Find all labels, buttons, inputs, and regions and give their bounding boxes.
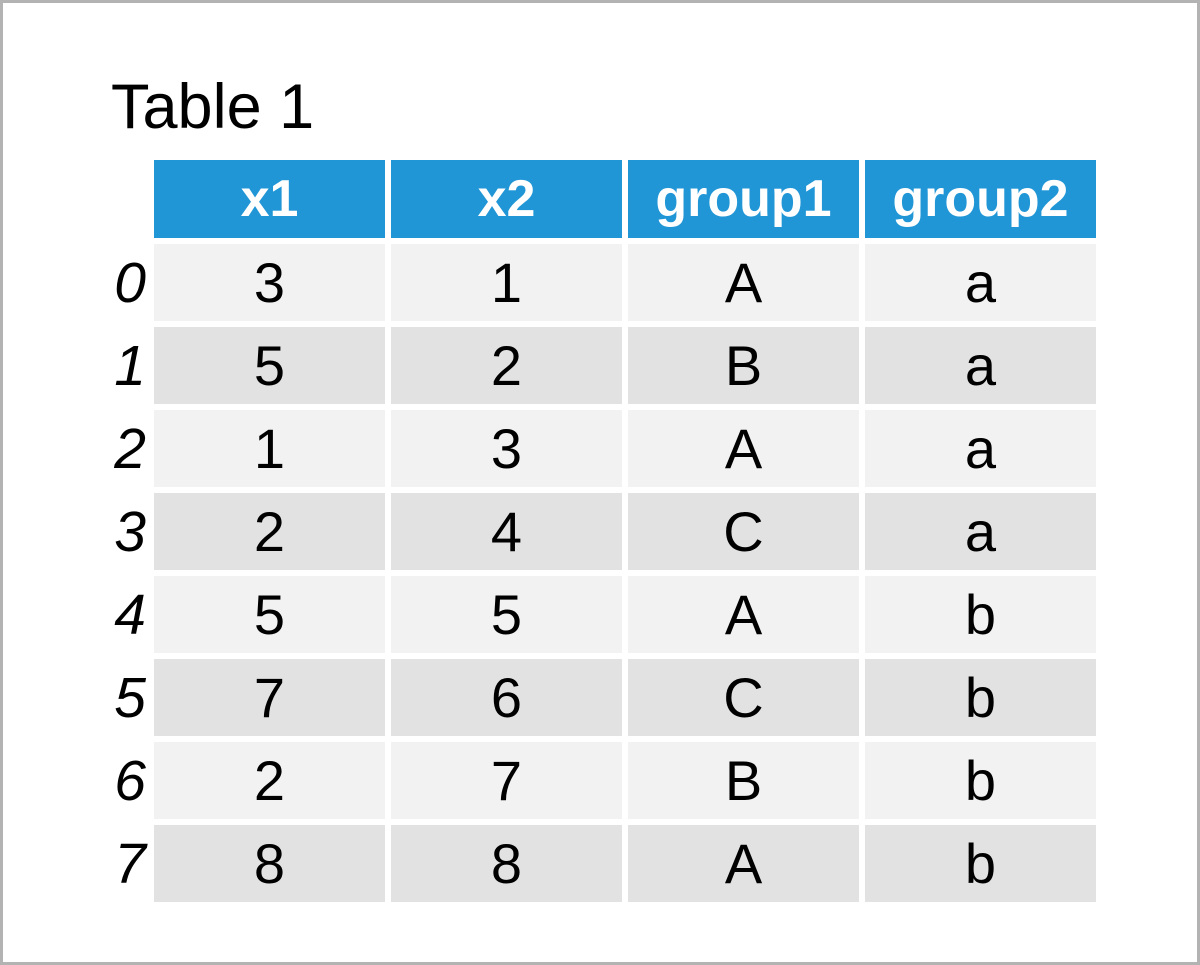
row-index: 4: [114, 582, 146, 647]
table-cell: B: [628, 742, 859, 819]
table-title: Table 1: [111, 72, 315, 142]
table-cell: 2: [154, 742, 385, 819]
table-cell: b: [865, 659, 1096, 736]
table-cell: b: [865, 825, 1096, 902]
table-cell: 5: [154, 576, 385, 653]
table-cell: 1: [154, 410, 385, 487]
table-cell: 8: [391, 825, 622, 902]
table-cell: A: [628, 576, 859, 653]
table-cell: a: [865, 493, 1096, 570]
row-index: 6: [114, 748, 146, 813]
table-cell: 1: [391, 244, 622, 321]
table-cell: 7: [154, 659, 385, 736]
table-cell: 8: [154, 825, 385, 902]
column-header-group2: group2: [865, 160, 1096, 238]
table-cell: 4: [391, 493, 622, 570]
table-cell: 2: [154, 493, 385, 570]
table-cell: A: [628, 244, 859, 321]
corner-spacer: [98, 160, 148, 238]
table-cell: a: [865, 327, 1096, 404]
row-index: 1: [114, 333, 146, 398]
table-cell: C: [628, 493, 859, 570]
data-table: x1 x2 group1 group2 0 3 1 A a 1 5 2 B a …: [98, 160, 1096, 902]
table-cell: 5: [391, 576, 622, 653]
table-cell: C: [628, 659, 859, 736]
row-index: 3: [114, 499, 146, 564]
table-cell: a: [865, 410, 1096, 487]
table-cell: A: [628, 825, 859, 902]
column-header-group1: group1: [628, 160, 859, 238]
column-header-x2: x2: [391, 160, 622, 238]
table-cell: 7: [391, 742, 622, 819]
row-index: 7: [114, 831, 146, 896]
table-cell: a: [865, 244, 1096, 321]
table-cell: A: [628, 410, 859, 487]
table-cell: 5: [154, 327, 385, 404]
table-cell: 2: [391, 327, 622, 404]
row-index: 2: [114, 416, 146, 481]
table-cell: 3: [391, 410, 622, 487]
table-cell: 6: [391, 659, 622, 736]
column-header-x1: x1: [154, 160, 385, 238]
table-cell: B: [628, 327, 859, 404]
table-cell: b: [865, 742, 1096, 819]
row-index: 0: [114, 250, 146, 315]
row-index: 5: [114, 665, 146, 730]
table-cell: 3: [154, 244, 385, 321]
table-cell: b: [865, 576, 1096, 653]
